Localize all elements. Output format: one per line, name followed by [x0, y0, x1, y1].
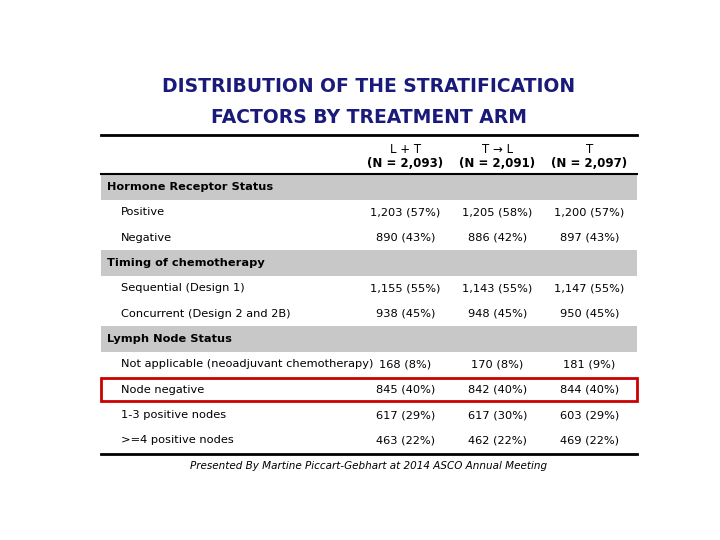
Text: 842 (40%): 842 (40%)	[468, 384, 527, 395]
Bar	[101, 326, 636, 352]
Text: Hormone Receptor Status: Hormone Receptor Status	[107, 182, 273, 192]
Text: Timing of chemotherapy: Timing of chemotherapy	[107, 258, 264, 268]
Text: 1,147 (55%): 1,147 (55%)	[554, 284, 624, 293]
Text: (N = 2,091): (N = 2,091)	[459, 157, 536, 170]
Text: 617 (30%): 617 (30%)	[468, 410, 527, 420]
Text: Concurrent (Design 2 and 2B): Concurrent (Design 2 and 2B)	[121, 309, 290, 319]
Text: 462 (22%): 462 (22%)	[468, 435, 527, 445]
Text: 168 (8%): 168 (8%)	[379, 360, 431, 369]
Text: 603 (29%): 603 (29%)	[559, 410, 619, 420]
Text: 469 (22%): 469 (22%)	[560, 435, 619, 445]
Text: 1,155 (55%): 1,155 (55%)	[370, 284, 441, 293]
Text: 463 (22%): 463 (22%)	[376, 435, 435, 445]
Text: 886 (42%): 886 (42%)	[468, 233, 527, 242]
Text: 1,203 (57%): 1,203 (57%)	[370, 207, 441, 217]
Bar	[101, 250, 636, 275]
Text: Not applicable (neoadjuvant chemotherapy): Not applicable (neoadjuvant chemotherapy…	[121, 360, 373, 369]
Text: FACTORS BY TREATMENT ARM: FACTORS BY TREATMENT ARM	[211, 109, 527, 127]
Text: 938 (45%): 938 (45%)	[376, 309, 435, 319]
Text: 845 (40%): 845 (40%)	[376, 384, 435, 395]
Text: 181 (9%): 181 (9%)	[563, 360, 616, 369]
Bar	[101, 379, 636, 401]
Text: Sequential (Design 1): Sequential (Design 1)	[121, 284, 244, 293]
Text: (N = 2,093): (N = 2,093)	[367, 157, 444, 170]
Text: 897 (43%): 897 (43%)	[559, 233, 619, 242]
Bar	[101, 174, 636, 199]
Text: 1,205 (58%): 1,205 (58%)	[462, 207, 533, 217]
Text: 890 (43%): 890 (43%)	[376, 233, 435, 242]
Text: (N = 2,097): (N = 2,097)	[552, 157, 627, 170]
Text: DISTRIBUTION OF THE STRATIFICATION: DISTRIBUTION OF THE STRATIFICATION	[163, 77, 575, 96]
Text: 170 (8%): 170 (8%)	[471, 360, 523, 369]
Text: T: T	[586, 143, 593, 156]
Text: 1-3 positive nodes: 1-3 positive nodes	[121, 410, 226, 420]
Text: 1,200 (57%): 1,200 (57%)	[554, 207, 624, 217]
Text: Positive: Positive	[121, 207, 165, 217]
Text: Negative: Negative	[121, 233, 172, 242]
Text: 1,143 (55%): 1,143 (55%)	[462, 284, 533, 293]
Text: 950 (45%): 950 (45%)	[559, 309, 619, 319]
Text: 617 (29%): 617 (29%)	[376, 410, 435, 420]
Text: 948 (45%): 948 (45%)	[468, 309, 527, 319]
Text: Presented By Martine Piccart-Gebhart at 2014 ASCO Annual Meeting: Presented By Martine Piccart-Gebhart at …	[190, 462, 548, 471]
Text: T → L: T → L	[482, 143, 513, 156]
Text: Lymph Node Status: Lymph Node Status	[107, 334, 232, 344]
Text: >=4 positive nodes: >=4 positive nodes	[121, 435, 233, 445]
Text: 844 (40%): 844 (40%)	[560, 384, 619, 395]
Text: Node negative: Node negative	[121, 384, 204, 395]
Text: L + T: L + T	[390, 143, 420, 156]
